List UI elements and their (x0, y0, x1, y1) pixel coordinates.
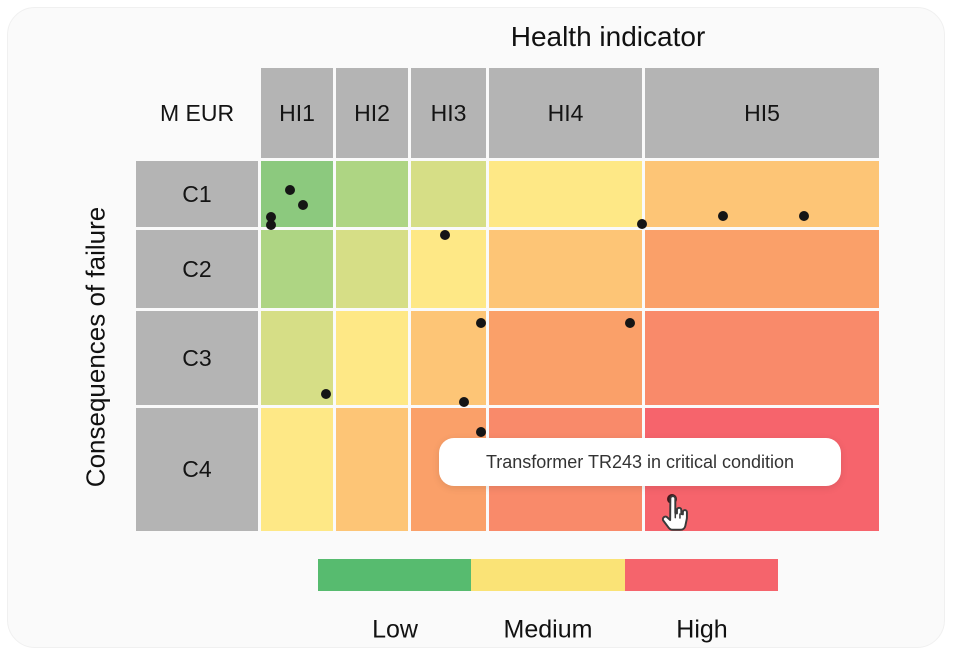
legend-bar (318, 559, 778, 591)
row-header-C2: C2 (136, 230, 258, 308)
row-header-C4: C4 (136, 408, 258, 531)
risk-cell-C4-HI1 (261, 408, 333, 531)
legend-label-low: Low (372, 615, 418, 644)
risk-cell-C2-HI4 (489, 230, 642, 308)
risk-cell-C1-HI4 (489, 161, 642, 227)
risk-cell-C4-HI2 (336, 408, 408, 531)
transformer-point-C3-HI3[interactable] (476, 318, 486, 328)
risk-cell-C3-HI3 (411, 311, 486, 405)
risk-cell-C1-HI2 (336, 161, 408, 227)
risk-cell-C1-HI3 (411, 161, 486, 227)
risk-cell-C3-HI1 (261, 311, 333, 405)
column-header-HI3: HI3 (411, 68, 486, 158)
transformer-point-C1-HI1[interactable] (298, 200, 308, 210)
risk-cell-C3-HI4 (489, 311, 642, 405)
row-header-C1: C1 (136, 161, 258, 227)
column-header-HI2: HI2 (336, 68, 408, 158)
row-header-C3: C3 (136, 311, 258, 405)
tooltip: Transformer TR243 in critical condition (439, 438, 841, 486)
transformer-point-C1-HI1[interactable] (266, 220, 276, 230)
column-header-HI5: HI5 (645, 68, 879, 158)
chart-title: Health indicator (510, 21, 706, 52)
risk-cell-C2-HI5 (645, 230, 879, 308)
unit-label: M EUR (159, 99, 235, 126)
transformer-point-C1-HI5[interactable] (718, 211, 728, 221)
matrix-grid: M EUR HI1 HI2 HI3 HI4 HI5 C1 C2 C3 C4 (136, 68, 879, 531)
risk-cell-C2-HI2 (336, 230, 408, 308)
legend-label-high: High (676, 615, 728, 644)
transformer-point-C2-HI3[interactable] (440, 230, 450, 240)
y-axis-label: Consequences of failure (80, 206, 111, 488)
transformer-point-C3-HI4[interactable] (625, 318, 635, 328)
column-header-HI1: HI1 (261, 68, 333, 158)
column-header-HI4: HI4 (489, 68, 642, 158)
legend-segment-high (624, 559, 778, 591)
transformer-point-C3-HI3[interactable] (459, 397, 469, 407)
risk-cell-C1-HI5 (645, 161, 879, 227)
risk-cell-C3-HI5 (645, 311, 879, 405)
chart-card: Health indicator Consequences of failure… (7, 7, 945, 648)
legend-segment-low (318, 559, 472, 591)
transformer-point-C1-HI4/HI5[interactable] (637, 219, 647, 229)
risk-cell-C3-HI2 (336, 311, 408, 405)
risk-cell-C2-HI3 (411, 230, 486, 308)
risk-cell-C2-HI1 (261, 230, 333, 308)
legend-segment-medium (471, 559, 625, 591)
hand-pointer-cursor-icon (661, 495, 688, 531)
tooltip-text: Transformer TR243 in critical condition (485, 451, 795, 472)
legend-label-medium: Medium (503, 615, 593, 644)
transformer-point-C4-HI3[interactable] (476, 427, 486, 437)
transformer-point-C1-HI1[interactable] (285, 185, 295, 195)
transformer-point-C3-HI1[interactable] (321, 389, 331, 399)
transformer-point-C1-HI5[interactable] (799, 211, 809, 221)
transformer-point-C1-HI1[interactable] (266, 212, 276, 222)
